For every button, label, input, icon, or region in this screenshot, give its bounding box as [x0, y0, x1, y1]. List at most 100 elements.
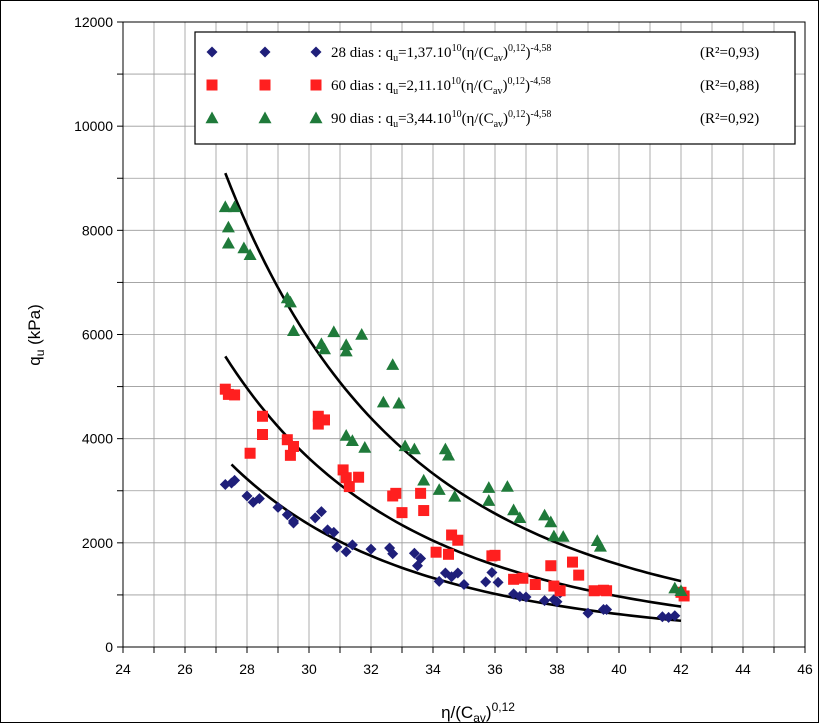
data-point	[331, 541, 343, 553]
x-tick-label: 26	[177, 661, 193, 677]
x-tick-label: 40	[611, 661, 627, 677]
data-point	[221, 236, 235, 249]
legend-marker	[259, 46, 271, 58]
legend-equation: 60 dias : qu=2,11.1010(η/(Cav)0,12)-4,58	[331, 76, 551, 97]
data-point	[430, 546, 442, 558]
legend-marker	[206, 79, 218, 91]
legend-equation-part: 90 dias : q	[331, 111, 394, 127]
x-tick-label: 32	[363, 661, 379, 677]
x-tick-label: 30	[301, 661, 317, 677]
x-tick-label: 46	[797, 661, 813, 677]
x-tick-label: 38	[549, 661, 565, 677]
data-point	[283, 295, 297, 308]
y-tick-label: 8000	[82, 222, 113, 238]
data-point	[482, 494, 496, 506]
legend-equation-part: )	[503, 111, 508, 127]
data-point	[656, 611, 668, 623]
legend-equation-part: (η/(C	[462, 45, 494, 61]
data-point	[482, 481, 496, 493]
legend-marker	[259, 79, 271, 91]
y-tick-label: 10000	[74, 118, 113, 134]
data-point	[433, 575, 445, 587]
data-point	[312, 418, 324, 430]
legend-equation-part: 0,12	[508, 43, 526, 54]
data-point	[241, 490, 253, 502]
legend-equation-part: 10	[452, 43, 462, 54]
data-point	[492, 576, 504, 588]
y-tick-label: 4000	[82, 431, 113, 447]
data-point	[221, 220, 235, 233]
data-point	[529, 579, 541, 590]
data-point	[446, 529, 458, 541]
data-point	[288, 440, 299, 452]
data-point	[247, 496, 259, 508]
data-point	[355, 328, 369, 340]
data-point	[678, 590, 690, 602]
data-point	[418, 505, 430, 517]
data-point	[545, 560, 557, 572]
data-point	[281, 434, 293, 446]
data-point	[237, 241, 251, 254]
legend-r2: (R²=0,93)	[700, 45, 759, 61]
legend-equation-part: )	[526, 111, 531, 127]
legend-equation-part: =3,44.10	[398, 111, 451, 127]
x-tick-label: 34	[425, 661, 441, 677]
data-point	[315, 506, 327, 518]
x-tick-label: 44	[735, 661, 751, 677]
data-point	[312, 410, 324, 422]
x-tick-label: 42	[673, 661, 689, 677]
data-point	[556, 530, 570, 542]
axis-ticks: 24 26 28 30 32 34 36 38 40 42 44 46 0 2000 4000 6000 800…	[74, 14, 813, 677]
data-point	[601, 604, 613, 615]
data-point	[337, 464, 349, 476]
data-point	[582, 607, 594, 619]
data-point	[340, 472, 352, 484]
data-point	[229, 389, 241, 401]
y-tick-label: 0	[105, 639, 113, 655]
data-point	[244, 447, 256, 459]
legend-equation-part: 0,12	[508, 109, 526, 120]
legend-equation-part: -4,58	[530, 76, 551, 87]
data-point	[547, 529, 561, 542]
legend-equation-part: -4,58	[531, 109, 552, 120]
data-point	[520, 591, 532, 603]
legend-equation-part: 0,12	[507, 76, 525, 87]
data-point	[346, 539, 358, 551]
legend-equation-part: 28 dias : q	[331, 45, 394, 61]
data-point	[319, 414, 330, 426]
data-point	[486, 567, 498, 579]
data-point	[376, 395, 390, 408]
data-point	[340, 546, 352, 558]
fit-curve	[224, 355, 682, 608]
data-point	[309, 512, 321, 524]
data-point	[328, 526, 340, 538]
legend: 28 dias : qu=1,37.1010(η/(Cav)0,12)-4,58…	[194, 31, 796, 145]
legend-equation-part: u	[393, 119, 398, 130]
data-point	[287, 324, 300, 337]
data-point	[408, 547, 420, 559]
data-point	[222, 388, 234, 400]
data-point	[548, 580, 560, 592]
data-point	[284, 449, 296, 461]
legend-marker	[309, 111, 323, 124]
data-point	[432, 483, 446, 495]
legend-equation: 90 dias : qu=3,44.1010(η/(Cav)0,12)-4,58	[331, 109, 551, 130]
legend-equation: 28 dias : qu=1,37.1010(η/(Cav)0,12)-4,58	[331, 43, 551, 64]
legend-box	[194, 31, 796, 145]
data-point	[443, 548, 454, 560]
data-point	[415, 487, 427, 499]
data-point	[507, 503, 521, 516]
legend-marker	[310, 79, 322, 91]
x-axis-label: η/(Cav)0,12	[441, 700, 515, 725]
data-point	[452, 567, 464, 579]
data-point	[398, 439, 412, 452]
data-point	[272, 501, 284, 513]
data-point	[415, 552, 427, 564]
data-point	[229, 474, 241, 486]
data-point	[513, 511, 527, 524]
data-point	[386, 358, 400, 370]
data-point	[228, 200, 242, 213]
legend-equation-part: -4,58	[531, 43, 552, 54]
